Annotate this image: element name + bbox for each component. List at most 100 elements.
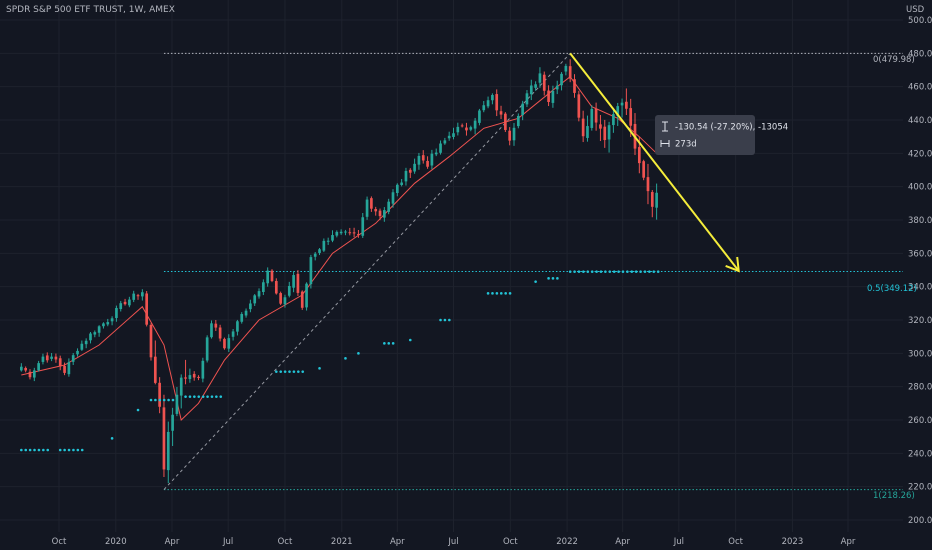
candle-body <box>32 370 36 378</box>
level-dot <box>193 395 196 398</box>
level-dot <box>301 370 305 373</box>
level-dot <box>167 398 170 402</box>
candle-body <box>123 301 127 305</box>
candle-body <box>136 295 140 297</box>
level-dot <box>215 395 218 398</box>
level-dot <box>171 398 175 402</box>
candle-body <box>240 314 244 322</box>
candle-body <box>132 293 136 300</box>
candle-body <box>395 184 399 194</box>
x-tick-label: 2020 <box>105 537 127 547</box>
level-dot <box>652 270 656 273</box>
candle-body <box>37 363 40 371</box>
y-tick-label: 360.00 <box>908 249 932 259</box>
fib-retracement[interactable] <box>163 52 903 491</box>
candle-body <box>594 108 598 123</box>
candle-body <box>162 407 166 470</box>
candle-body <box>218 327 222 339</box>
candle-body <box>179 377 183 396</box>
candle-body <box>586 126 589 138</box>
level-dot <box>568 270 572 273</box>
candle-body <box>262 282 265 292</box>
level-dot <box>391 342 395 345</box>
candle-body <box>97 326 101 333</box>
candle-body <box>529 85 533 95</box>
candle-body <box>89 333 92 341</box>
level-dot <box>76 448 80 452</box>
candle-body <box>650 192 654 207</box>
candle-body <box>525 93 529 105</box>
level-dot <box>37 448 41 452</box>
level-dot <box>42 448 45 452</box>
candle-body <box>171 414 174 431</box>
candle-body <box>430 153 434 166</box>
candle-body <box>145 293 149 325</box>
candle-body <box>387 201 391 212</box>
level-dot <box>58 448 62 452</box>
candle-body <box>426 160 429 167</box>
x-tick-label: 2023 <box>782 537 804 547</box>
level-dot <box>188 395 192 398</box>
projection-arrow[interactable] <box>569 52 740 273</box>
candle-body <box>67 362 71 375</box>
level-dot <box>577 270 581 273</box>
level-dot <box>499 292 503 295</box>
level-dot <box>149 398 153 402</box>
dot-levels <box>20 270 660 452</box>
level-dot <box>154 398 157 402</box>
y-tick-label: 220.00 <box>908 483 932 493</box>
level-dot <box>656 270 660 273</box>
level-dot <box>158 398 162 402</box>
tooltip-box <box>655 115 755 155</box>
candle-body <box>236 321 239 332</box>
level-dot <box>534 280 537 283</box>
candle-body <box>210 323 213 338</box>
candle-body <box>486 100 490 107</box>
y-tick-label: 380.00 <box>908 216 932 226</box>
level-dot <box>24 448 28 452</box>
candle-body <box>244 310 248 316</box>
candle-body <box>551 90 555 103</box>
y-tick-label: 200.00 <box>908 516 932 526</box>
x-tick-label: Oct <box>503 537 518 547</box>
level-dot <box>136 408 140 412</box>
level-dot <box>547 277 550 280</box>
level-dot <box>20 448 23 452</box>
candle-body <box>205 337 209 361</box>
level-dot <box>551 277 555 280</box>
candle-body <box>76 350 79 355</box>
fib-bottom-label: 1(218.26) <box>873 491 915 501</box>
level-dot <box>80 448 84 452</box>
candle-body <box>188 375 192 380</box>
candle-body <box>547 90 550 102</box>
level-dot <box>439 318 442 322</box>
candle-body <box>115 307 118 318</box>
candle-body <box>655 192 658 208</box>
level-dot <box>630 270 634 273</box>
candle-body <box>620 102 624 106</box>
level-dot <box>383 342 386 345</box>
candle-body <box>41 356 45 362</box>
candle-body <box>54 356 58 360</box>
candle-body <box>417 155 421 165</box>
candle-body <box>119 303 123 310</box>
level-dot <box>495 292 499 295</box>
candle-body <box>348 232 352 234</box>
y-tick-label: 500.00 <box>908 16 932 26</box>
candle-body <box>175 394 179 414</box>
level-dot <box>556 277 559 280</box>
measure-tooltip[interactable]: -130.54 (-27.20%), -13054 273d <box>655 115 788 155</box>
level-dot <box>639 270 642 273</box>
candle-body <box>322 240 326 251</box>
level-dot <box>617 270 620 273</box>
candle-body <box>326 240 330 242</box>
candle-body <box>300 291 304 308</box>
x-tick-label: 2022 <box>556 537 578 547</box>
candle-body <box>555 85 559 90</box>
level-dot <box>586 270 590 273</box>
candle-body <box>370 198 373 209</box>
vertical-range-icon <box>662 121 668 132</box>
candle-body <box>58 358 62 367</box>
level-dot <box>162 398 166 402</box>
